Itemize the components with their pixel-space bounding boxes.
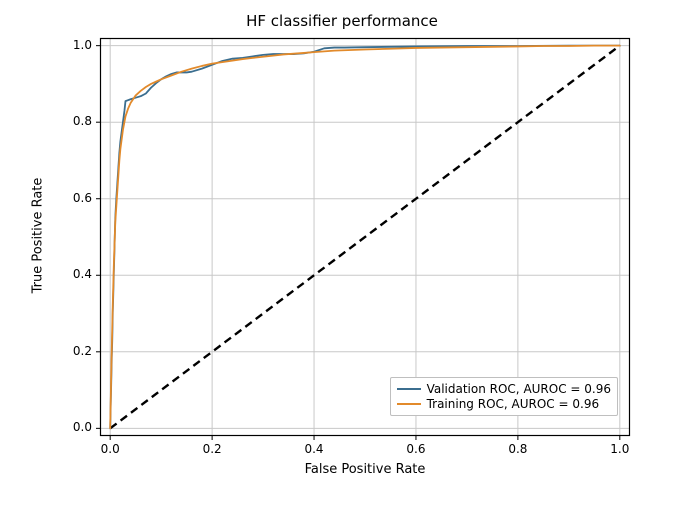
y-axis-label: True Positive Rate [31,176,46,296]
xtick-label: 0.6 [404,442,428,456]
legend-entry-training: Training ROC, AUROC = 0.96 [397,397,611,411]
xtick-label: 0.0 [98,442,122,456]
xtick-label: 0.4 [302,442,326,456]
xtick-label: 0.8 [506,442,530,456]
ytick-label: 0.6 [73,191,92,205]
xtick-label: 0.2 [200,442,224,456]
legend-swatch-validation [397,388,421,390]
ytick-label: 0.4 [73,267,92,281]
legend-entry-validation: Validation ROC, AUROC = 0.96 [397,382,611,396]
ytick-label: 0.8 [73,114,92,128]
xtick-label: 1.0 [608,442,632,456]
ytick-label: 0.2 [73,344,92,358]
legend-swatch-training [397,403,421,405]
legend: Validation ROC, AUROC = 0.96 Training RO… [390,377,618,416]
ytick-label: 1.0 [73,38,92,52]
legend-label-validation: Validation ROC, AUROC = 0.96 [427,382,611,396]
figure: HF classifier performance True Positive … [0,0,684,517]
chart-title: HF classifier performance [0,12,684,30]
x-axis-label: False Positive Rate [100,462,630,477]
ytick-label: 0.0 [73,420,92,434]
legend-label-training: Training ROC, AUROC = 0.96 [427,397,600,411]
